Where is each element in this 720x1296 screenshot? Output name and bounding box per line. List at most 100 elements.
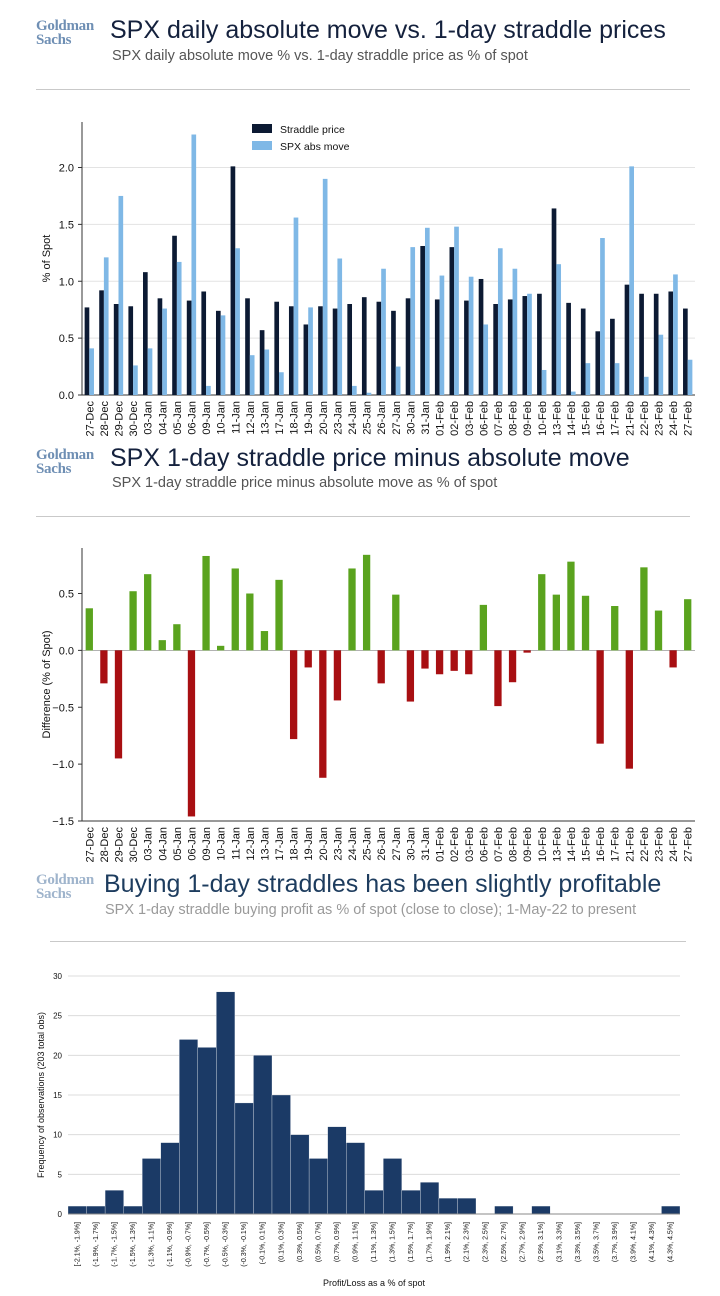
logo-line-1: Goldman xyxy=(36,18,94,34)
histogram-bar xyxy=(290,1134,310,1215)
x-tick-label: 20-Jan xyxy=(318,401,330,435)
straddle-bar xyxy=(230,166,236,395)
y-axis-label: Frequency of observations (203 total obs… xyxy=(36,1012,46,1178)
straddle-bar xyxy=(245,298,250,395)
x-tick-label: 05-Jan xyxy=(172,401,184,435)
histogram-bar xyxy=(160,1142,180,1215)
x-tick-label: 17-Jan xyxy=(274,827,286,861)
straddle-bar xyxy=(580,308,586,395)
x-tick-label: 31-Jan xyxy=(420,401,432,435)
x-tick-label: 10-Jan xyxy=(216,827,228,861)
x-tick-label: 22-Feb xyxy=(639,827,651,862)
x-tick-label: [-2.1%, -1.9%] xyxy=(74,1222,81,1266)
x-tick-label: (3.9%, 4.1%] xyxy=(631,1222,638,1262)
chart-title: Buying 1-day straddles has been slightly… xyxy=(104,870,662,898)
straddle-bar xyxy=(84,307,90,395)
y-tick-label: −1.5 xyxy=(52,816,74,828)
x-tick-label: 15-Feb xyxy=(581,401,593,436)
histogram-bar xyxy=(197,1047,217,1215)
histogram-bar xyxy=(104,1190,124,1215)
y-axis-label: % of Spot xyxy=(41,235,53,283)
x-tick-label: 01-Feb xyxy=(435,827,447,862)
x-tick-label: 13-Jan xyxy=(259,401,271,435)
x-tick-label: 17-Jan xyxy=(274,401,286,435)
x-tick-label: 29-Dec xyxy=(113,401,125,437)
abs-move-bar xyxy=(249,355,255,395)
abs-move-bar xyxy=(395,366,401,395)
x-tick-label: 19-Jan xyxy=(303,401,315,435)
x-tick-label: 28-Dec xyxy=(99,827,111,863)
x-tick-label: (-1.7%, -1.5%] xyxy=(111,1222,118,1267)
abs-move-bar xyxy=(220,315,226,395)
positive-bar xyxy=(611,606,619,651)
x-tick-label: 21-Feb xyxy=(624,401,636,436)
x-tick-label: 06-Jan xyxy=(186,401,198,435)
x-tick-label: 14-Feb xyxy=(566,401,578,436)
histogram-bar xyxy=(364,1190,384,1215)
positive-bar xyxy=(581,595,590,651)
histogram-bar xyxy=(234,1102,254,1215)
x-tick-label: 12-Jan xyxy=(245,827,257,861)
straddle-bar xyxy=(128,306,134,395)
goldman-sachs-logo: Goldman Sachs xyxy=(36,448,94,477)
divider xyxy=(50,941,686,942)
x-tick-label: 02-Feb xyxy=(449,401,461,436)
x-tick-label: 30-Dec xyxy=(128,401,140,437)
x-tick-label: 27-Jan xyxy=(391,401,403,435)
y-tick-label: 15 xyxy=(53,1091,62,1100)
y-tick-label: 0.0 xyxy=(59,645,74,657)
x-tick-label: 13-Feb xyxy=(551,401,563,436)
histogram-bar xyxy=(308,1158,328,1215)
x-tick-label: 12-Jan xyxy=(245,401,257,435)
abs-move-bar xyxy=(658,334,664,395)
negative-bar xyxy=(450,650,458,671)
abs-move-bar xyxy=(512,268,518,395)
y-tick-label: 1.0 xyxy=(59,276,74,288)
negative-bar xyxy=(377,650,385,684)
x-tick-label: 20-Jan xyxy=(318,827,330,861)
straddle-bar xyxy=(653,293,659,395)
abs-move-bar xyxy=(118,195,124,395)
abs-move-bar xyxy=(162,308,167,395)
negative-bar xyxy=(465,650,473,675)
histogram-bar xyxy=(216,991,236,1215)
straddle-bar xyxy=(157,298,163,395)
straddle-bar xyxy=(420,245,425,395)
histogram-bar xyxy=(383,1158,402,1215)
legend-label-straddle: Straddle price xyxy=(280,124,345,136)
positive-bar xyxy=(362,554,371,651)
straddle-bar xyxy=(537,293,542,395)
x-tick-label: 13-Feb xyxy=(551,827,563,862)
abs-move-bar xyxy=(191,134,197,395)
positive-bar xyxy=(129,591,137,651)
abs-move-bar xyxy=(527,293,532,395)
positive-bar xyxy=(552,594,560,651)
x-tick-label: (-0.9%, -0.7%] xyxy=(186,1222,193,1267)
legend-swatch-straddle xyxy=(252,124,272,133)
x-tick-label: 09-Feb xyxy=(522,827,534,862)
negative-bar xyxy=(319,650,327,778)
abs-move-bar xyxy=(556,264,562,395)
x-tick-label: (0.7%, 0.9%] xyxy=(334,1222,341,1262)
x-tick-label: 30-Dec xyxy=(128,827,140,863)
negative-bar xyxy=(304,650,312,668)
histogram-bar xyxy=(494,1205,514,1215)
abs-move-bar xyxy=(381,268,386,395)
straddle-bar xyxy=(507,299,513,395)
negative-bar xyxy=(669,650,677,668)
histogram-bar xyxy=(271,1094,291,1215)
x-tick-label: 10-Jan xyxy=(216,401,228,435)
straddle-bar xyxy=(405,298,411,395)
negative-bar xyxy=(100,650,108,684)
x-tick-label: (3.1%, 3.3%] xyxy=(556,1222,563,1262)
abs-move-bar xyxy=(468,276,474,395)
histogram-bar xyxy=(86,1205,106,1215)
x-tick-label: 09-Jan xyxy=(201,401,213,435)
x-tick-label: (2.1%, 2.3%] xyxy=(464,1222,471,1262)
x-tick-label: 11-Jan xyxy=(230,827,242,860)
straddle-bar xyxy=(624,284,630,395)
abs-move-bar xyxy=(176,261,182,395)
x-tick-label: 04-Jan xyxy=(157,401,169,435)
positive-bar xyxy=(144,574,152,651)
x-tick-label: (0.3%, 0.5%] xyxy=(297,1222,304,1262)
